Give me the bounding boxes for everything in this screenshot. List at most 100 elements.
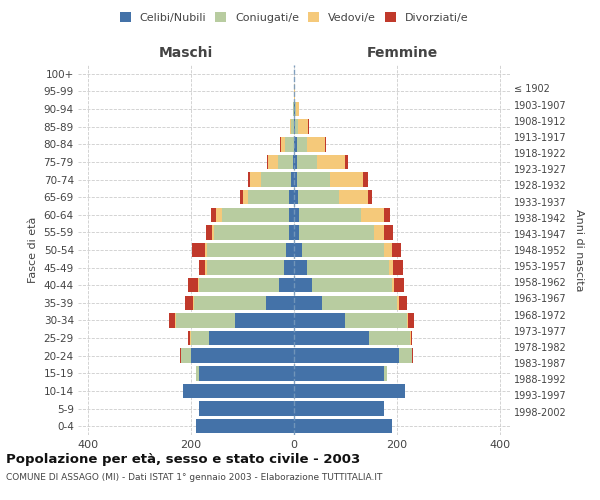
Bar <box>397 296 400 310</box>
Bar <box>289 190 294 204</box>
Bar <box>285 137 294 152</box>
Bar <box>294 137 296 152</box>
Bar <box>294 348 400 363</box>
Legend: Celibi/Nubili, Coniugati/e, Vedovi/e, Divorziati/e: Celibi/Nubili, Coniugati/e, Vedovi/e, Di… <box>115 8 473 28</box>
Bar <box>169 314 175 328</box>
Bar <box>302 243 384 257</box>
Bar <box>368 331 410 345</box>
Bar <box>268 154 278 169</box>
Bar <box>294 384 404 398</box>
Bar <box>384 366 386 380</box>
Bar <box>294 243 302 257</box>
Bar <box>266 296 294 310</box>
Bar <box>330 172 364 186</box>
Bar <box>384 208 390 222</box>
Bar <box>198 278 199 292</box>
Bar <box>407 314 408 328</box>
Bar <box>296 172 330 186</box>
Text: Femmine: Femmine <box>367 46 437 60</box>
Bar <box>317 154 346 169</box>
Bar <box>322 296 397 310</box>
Bar <box>205 260 206 275</box>
Bar <box>278 278 294 292</box>
Bar <box>294 208 299 222</box>
Bar <box>235 314 294 328</box>
Bar <box>294 402 384 416</box>
Bar <box>190 331 191 345</box>
Bar <box>294 84 295 98</box>
Bar <box>206 260 284 275</box>
Bar <box>312 278 392 292</box>
Bar <box>199 402 294 416</box>
Bar <box>296 137 307 152</box>
Bar <box>308 120 309 134</box>
Bar <box>374 225 384 240</box>
Bar <box>294 172 296 186</box>
Bar <box>299 225 374 240</box>
Bar <box>294 154 296 169</box>
Bar <box>325 137 326 152</box>
Bar <box>408 314 415 328</box>
Bar <box>307 137 325 152</box>
Bar <box>289 225 294 240</box>
Bar <box>392 243 401 257</box>
Bar <box>298 190 339 204</box>
Bar <box>212 225 214 240</box>
Bar <box>250 172 260 186</box>
Bar <box>294 314 346 328</box>
Bar <box>393 260 403 275</box>
Bar <box>294 260 307 275</box>
Bar <box>191 331 209 345</box>
Y-axis label: Anni di nascita: Anni di nascita <box>574 209 584 291</box>
Bar <box>206 243 286 257</box>
Bar <box>260 172 292 186</box>
Bar <box>185 296 193 310</box>
Bar <box>242 190 248 204</box>
Bar <box>294 102 295 117</box>
Bar <box>280 137 281 152</box>
Bar <box>410 331 411 345</box>
Bar <box>199 366 294 380</box>
Bar <box>206 225 212 240</box>
Bar <box>307 260 389 275</box>
Bar <box>293 102 294 117</box>
Bar <box>293 154 294 169</box>
Bar <box>184 384 294 398</box>
Bar <box>294 120 295 134</box>
Bar <box>199 260 205 275</box>
Bar <box>211 208 216 222</box>
Bar <box>289 208 294 222</box>
Bar <box>286 243 294 257</box>
Bar <box>346 314 407 328</box>
Bar <box>196 419 294 434</box>
Bar <box>294 331 368 345</box>
Bar <box>290 120 292 134</box>
Bar <box>412 348 413 363</box>
Bar <box>281 137 285 152</box>
Bar <box>180 348 181 363</box>
Bar <box>294 366 384 380</box>
Bar <box>296 154 317 169</box>
Bar <box>216 208 222 222</box>
Bar <box>188 278 198 292</box>
Bar <box>400 296 407 310</box>
Bar <box>194 296 266 310</box>
Bar <box>384 243 392 257</box>
Bar <box>295 102 296 117</box>
Bar <box>248 190 289 204</box>
Bar <box>346 154 348 169</box>
Bar <box>394 278 404 292</box>
Bar <box>240 190 242 204</box>
Bar <box>294 419 392 434</box>
Bar <box>199 278 278 292</box>
Bar <box>188 331 190 345</box>
Text: Popolazione per età, sesso e stato civile - 2003: Popolazione per età, sesso e stato civil… <box>6 452 360 466</box>
Bar <box>205 243 206 257</box>
Bar <box>295 120 298 134</box>
Bar <box>292 120 294 134</box>
Bar <box>368 190 371 204</box>
Bar <box>296 102 299 117</box>
Bar <box>384 225 393 240</box>
Bar <box>191 348 294 363</box>
Bar <box>175 314 176 328</box>
